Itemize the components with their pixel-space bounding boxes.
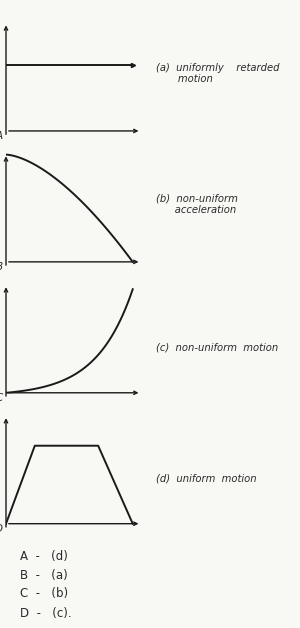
Text: A  -   (d): A - (d): [20, 550, 68, 563]
Text: B: B: [0, 262, 3, 272]
Text: (d)  uniform  motion: (d) uniform motion: [156, 474, 256, 484]
Text: (b)  non-uniform
      acceleration: (b) non-uniform acceleration: [156, 194, 238, 215]
Text: (a)  uniformly    retarded
       motion: (a) uniformly retarded motion: [156, 63, 279, 85]
Text: C  -   (b): C - (b): [20, 588, 68, 600]
Text: (c)  non-uniform  motion: (c) non-uniform motion: [156, 343, 278, 353]
Text: C: C: [0, 392, 3, 403]
Text: B  -   (a): B - (a): [20, 569, 68, 582]
Text: A: A: [0, 131, 3, 141]
Text: D: D: [0, 524, 3, 534]
Text: D  -   (c).: D - (c).: [20, 607, 72, 620]
